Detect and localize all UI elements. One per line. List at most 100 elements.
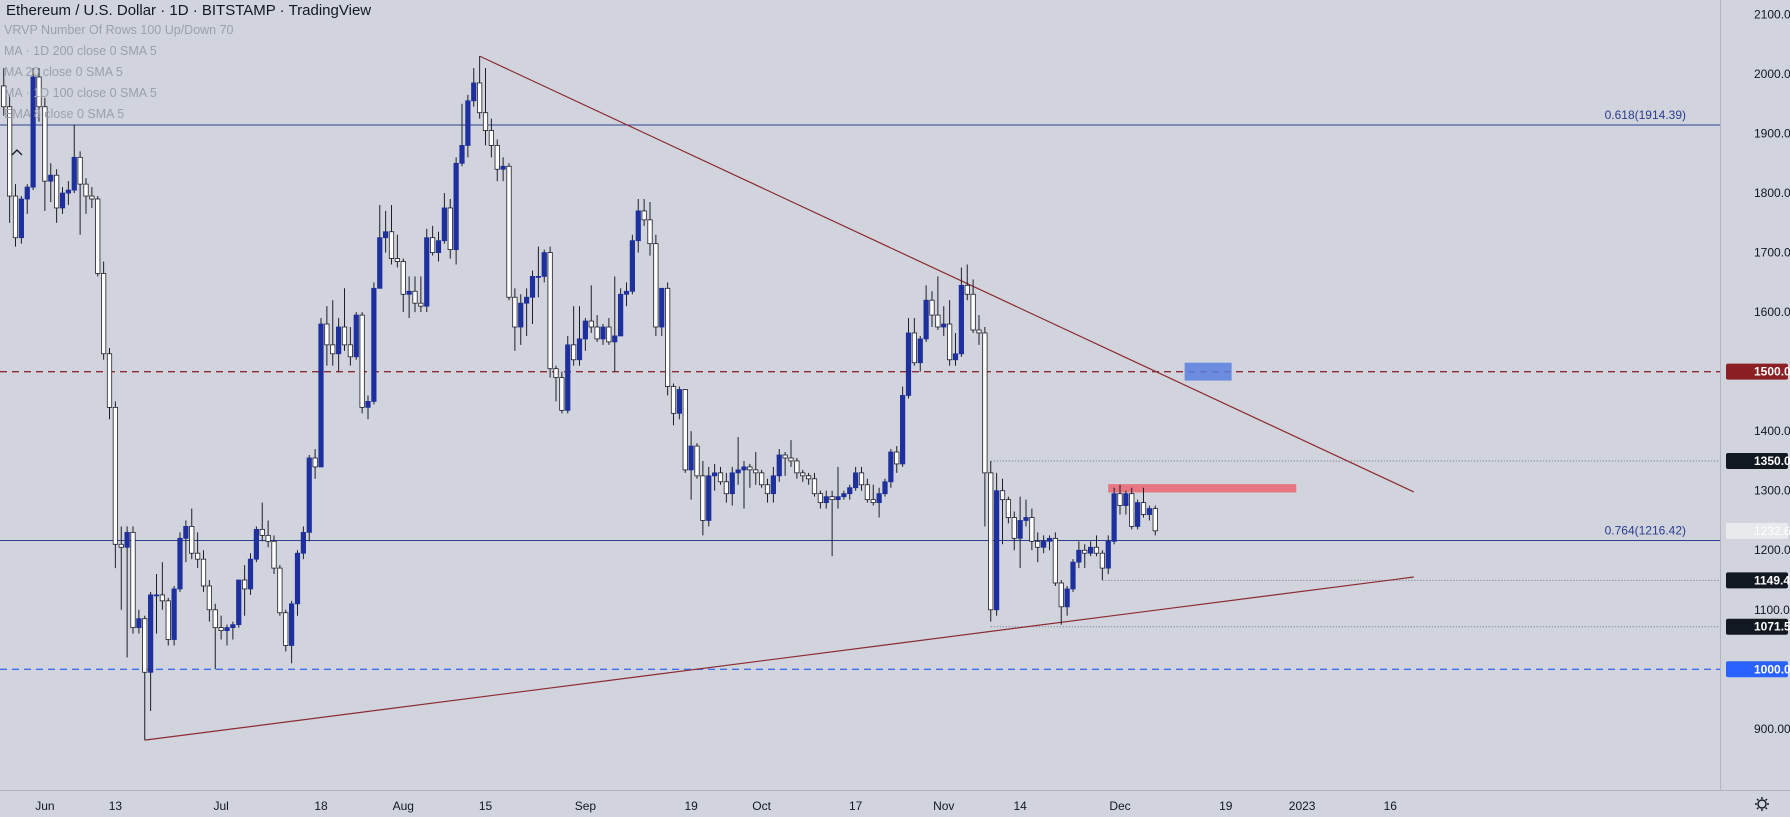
candle[interactable] xyxy=(864,478,870,503)
candle[interactable] xyxy=(112,401,118,569)
candle[interactable] xyxy=(935,276,941,330)
candle[interactable] xyxy=(7,94,13,223)
candle[interactable] xyxy=(524,288,530,336)
candle[interactable] xyxy=(24,184,30,214)
candle[interactable] xyxy=(606,318,612,345)
candle[interactable] xyxy=(712,463,718,491)
candle[interactable] xyxy=(847,484,853,500)
candle[interactable] xyxy=(271,535,277,575)
candle[interactable] xyxy=(853,466,859,491)
candle[interactable] xyxy=(1093,535,1100,557)
candle[interactable] xyxy=(947,300,953,366)
candle[interactable] xyxy=(195,532,201,569)
candle[interactable] xyxy=(1129,487,1135,530)
candle[interactable] xyxy=(958,267,964,357)
candle[interactable] xyxy=(318,318,324,468)
candle[interactable] xyxy=(600,324,606,345)
candle[interactable] xyxy=(735,437,741,485)
candle[interactable] xyxy=(1058,580,1064,625)
candle[interactable] xyxy=(512,288,518,351)
candle[interactable] xyxy=(900,386,906,467)
candle[interactable] xyxy=(200,550,207,592)
candle[interactable] xyxy=(594,315,600,342)
settings-gear-icon[interactable] xyxy=(1755,797,1769,811)
candle[interactable] xyxy=(1,68,7,116)
candle[interactable] xyxy=(1135,499,1141,530)
candle[interactable] xyxy=(294,550,301,616)
candle[interactable] xyxy=(189,508,195,560)
candle[interactable] xyxy=(647,201,653,256)
candle[interactable] xyxy=(1105,535,1111,575)
candle[interactable] xyxy=(571,306,577,366)
candle[interactable] xyxy=(418,276,424,313)
candle[interactable] xyxy=(923,285,929,342)
candle[interactable] xyxy=(800,469,806,482)
candle[interactable] xyxy=(817,490,823,509)
candle[interactable] xyxy=(1005,496,1011,524)
candle[interactable] xyxy=(623,282,630,307)
candle[interactable] xyxy=(1023,499,1029,527)
candle[interactable] xyxy=(588,285,594,333)
candle[interactable] xyxy=(347,327,353,366)
candle[interactable] xyxy=(952,332,959,366)
candle[interactable] xyxy=(365,395,371,420)
candle[interactable] xyxy=(635,199,641,253)
candle[interactable] xyxy=(488,118,494,158)
candle[interactable] xyxy=(1052,532,1058,586)
candle[interactable] xyxy=(430,225,436,256)
candle[interactable] xyxy=(312,449,318,479)
candle[interactable] xyxy=(265,520,271,548)
candle[interactable] xyxy=(688,431,694,500)
candle[interactable] xyxy=(306,454,312,542)
candle[interactable] xyxy=(753,452,759,485)
candle[interactable] xyxy=(247,553,254,595)
collapse-legend-icon[interactable] xyxy=(11,149,23,156)
candle[interactable] xyxy=(236,579,242,628)
candle[interactable] xyxy=(341,288,348,351)
legend-item[interactable]: MA · 1D 200 close 0 SMA 5 xyxy=(4,44,157,58)
candle[interactable] xyxy=(905,318,912,399)
candle[interactable] xyxy=(700,460,706,536)
candle[interactable] xyxy=(353,312,359,360)
candle[interactable] xyxy=(1017,496,1023,569)
candle[interactable] xyxy=(159,562,165,610)
candle[interactable] xyxy=(371,282,377,405)
candle[interactable] xyxy=(764,478,771,503)
candle[interactable] xyxy=(547,246,553,378)
candle[interactable] xyxy=(89,187,95,208)
candle[interactable] xyxy=(482,68,489,146)
candle[interactable] xyxy=(1046,535,1053,551)
candle[interactable] xyxy=(770,466,776,503)
candle[interactable] xyxy=(277,565,283,616)
candle[interactable] xyxy=(59,187,66,214)
candle[interactable] xyxy=(1029,508,1035,551)
candle[interactable] xyxy=(618,288,624,337)
candle[interactable] xyxy=(911,318,917,366)
candle[interactable] xyxy=(888,449,894,488)
candle[interactable] xyxy=(576,306,583,366)
candle[interactable] xyxy=(106,347,113,420)
candle[interactable] xyxy=(253,526,259,563)
legend-item[interactable]: EMA 8 close 0 SMA 5 xyxy=(4,107,124,121)
candle[interactable] xyxy=(1064,585,1070,616)
candle[interactable] xyxy=(330,300,336,366)
candle[interactable] xyxy=(982,327,988,527)
candle[interactable] xyxy=(289,600,295,664)
candle[interactable] xyxy=(747,463,753,488)
candle[interactable] xyxy=(394,234,400,268)
candle[interactable] xyxy=(782,452,788,476)
candle[interactable] xyxy=(741,460,747,509)
candle[interactable] xyxy=(1152,505,1158,536)
trendline[interactable] xyxy=(479,55,1415,493)
candle[interactable] xyxy=(435,231,442,262)
candle[interactable] xyxy=(465,94,471,158)
candle[interactable] xyxy=(882,478,888,497)
candle[interactable] xyxy=(841,490,847,500)
candle[interactable] xyxy=(230,621,236,640)
candle[interactable] xyxy=(941,306,947,336)
candle[interactable] xyxy=(565,335,571,414)
candle[interactable] xyxy=(218,615,224,640)
candle[interactable] xyxy=(377,204,383,289)
candle[interactable] xyxy=(259,502,265,542)
candle[interactable] xyxy=(424,228,430,313)
